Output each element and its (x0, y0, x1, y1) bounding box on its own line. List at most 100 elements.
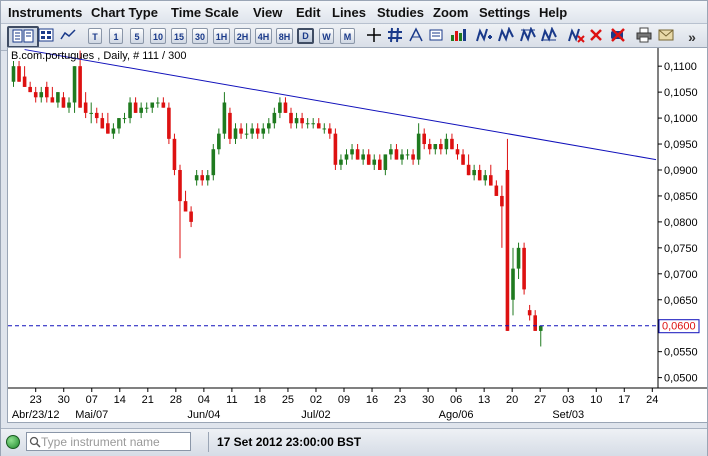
timescale-2h-button[interactable]: 2H (234, 28, 251, 44)
delete-line-icon[interactable] (567, 27, 585, 47)
candle-body (189, 211, 193, 222)
eraser-icon[interactable] (608, 27, 626, 47)
trend-line[interactable] (24, 49, 657, 161)
candle-body (283, 102, 288, 113)
menu-chart-type[interactable]: Chart Type (91, 5, 158, 20)
candle (272, 107, 277, 129)
candle (333, 128, 338, 170)
candle (466, 154, 471, 176)
instrument-list-icon[interactable] (7, 26, 39, 48)
candle (494, 180, 499, 196)
candle-body (222, 102, 227, 134)
menu-lines[interactable]: Lines (332, 5, 366, 20)
cancel-icon[interactable] (588, 27, 604, 47)
menu-edit[interactable]: Edit (296, 5, 321, 20)
candle-body (156, 102, 160, 104)
bar-chart-icon[interactable] (449, 27, 467, 47)
timescale-8h-button[interactable]: 8H (276, 28, 293, 44)
instrument-search-box[interactable] (26, 432, 191, 451)
candle (411, 149, 415, 165)
more-icon[interactable]: » (688, 29, 696, 45)
candle-body (250, 128, 254, 134)
stats-icon[interactable] (427, 27, 445, 47)
candle (61, 92, 66, 108)
add-line-icon[interactable] (475, 27, 493, 47)
y-tick-label: 0,0800 (664, 217, 698, 229)
candle (394, 144, 399, 160)
mail-icon[interactable] (657, 27, 675, 47)
candle (167, 102, 171, 145)
chart-panel[interactable]: 0,1100 0,1050 0,1000 0,0950 0,0900 0,0850 0,08… (7, 47, 708, 423)
candle (516, 242, 521, 279)
timescale-15m-button[interactable]: 15 (171, 28, 187, 44)
candle-body (322, 128, 327, 130)
menu-time-scale[interactable]: Time Scale (171, 5, 239, 20)
candle-body (161, 102, 166, 108)
timescale-daily-button[interactable]: D (297, 28, 314, 44)
menu-view[interactable]: View (253, 5, 283, 20)
candle (289, 107, 293, 129)
timescale-1h-button[interactable]: 1H (213, 28, 230, 44)
candle (366, 149, 371, 165)
hash-grid-icon[interactable] (386, 27, 404, 47)
candle-body (366, 154, 371, 165)
fibonacci-tool-icon[interactable] (540, 26, 558, 47)
instrument-search-input[interactable] (41, 433, 186, 450)
candle-body (144, 107, 149, 109)
spread-icon[interactable] (407, 27, 425, 47)
candle (106, 112, 110, 134)
candle (172, 133, 177, 176)
y-tick-label: 0,0950 (664, 139, 698, 151)
x-month-label: Jul/02 (301, 409, 330, 421)
candle-body (211, 149, 216, 176)
candle-body (289, 112, 293, 124)
candle-body (244, 133, 249, 135)
candle-body (316, 123, 321, 129)
x-tick-label: 09 (338, 394, 350, 406)
candle-body (350, 149, 354, 155)
current-price-box (658, 319, 700, 334)
candle-body (527, 310, 532, 316)
x-tick-label: 23 (30, 394, 42, 406)
menu-instruments[interactable]: Instruments (8, 5, 83, 20)
timescale-30m-button[interactable]: 30 (192, 28, 208, 44)
price-chart[interactable]: 0,1100 0,1050 0,1000 0,0950 0,0900 0,0850 0,08… (8, 48, 707, 422)
timescale-tick-button[interactable]: T (88, 28, 102, 44)
candle-body (416, 133, 421, 160)
price-list-icon[interactable] (37, 27, 55, 47)
x-tick-label: 24 (646, 394, 658, 406)
menu-zoom[interactable]: Zoom (433, 5, 469, 20)
menu-help[interactable]: Help (539, 5, 568, 20)
timescale-10m-button[interactable]: 10 (150, 28, 166, 44)
y-tick-label: 0,0550 (664, 347, 698, 359)
timescale-1m-button[interactable]: 1 (109, 28, 123, 44)
candle-body (83, 102, 88, 113)
x-month-label: Ago/06 (439, 409, 474, 421)
menu-studies[interactable]: Studies (377, 5, 424, 20)
candle (139, 102, 143, 119)
candle-body (205, 175, 210, 181)
print-icon[interactable] (635, 27, 653, 47)
x-tick-label: 16 (366, 394, 378, 406)
search-icon (29, 436, 41, 448)
timescale-4h-button[interactable]: 4H (255, 28, 272, 44)
menu-settings[interactable]: Settings (479, 5, 531, 20)
candle (117, 118, 121, 134)
timescale-5m-button[interactable]: 5 (130, 28, 144, 44)
x-tick-label: 13 (478, 394, 490, 406)
line-tool-icon[interactable] (497, 26, 515, 47)
channel-tool-icon[interactable] (519, 26, 537, 47)
candle-body (383, 154, 388, 170)
candle-body (194, 175, 199, 181)
timescale-weekly-button[interactable]: W (319, 28, 334, 44)
candle-body (400, 154, 404, 160)
candle-body (361, 154, 365, 160)
candle-body (538, 325, 543, 331)
crosshair-icon[interactable] (365, 27, 383, 47)
candle (122, 112, 127, 124)
candle (383, 154, 388, 176)
line-chart-icon[interactable] (59, 27, 77, 47)
timescale-monthly-button[interactable]: M (340, 28, 355, 44)
candle-body (128, 102, 132, 119)
x-tick-label: 14 (114, 394, 126, 406)
